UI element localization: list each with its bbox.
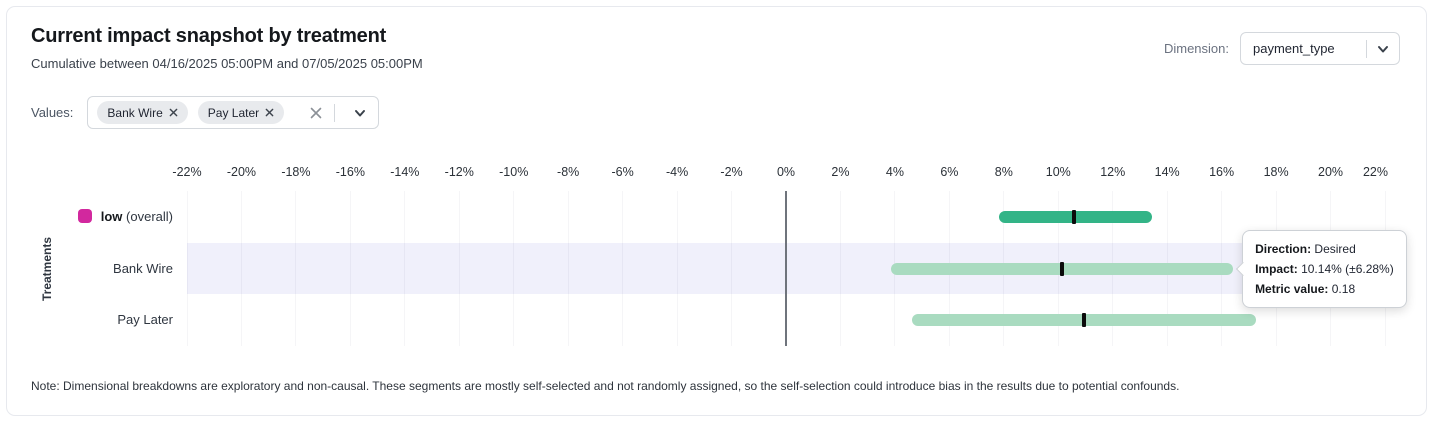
treatment-row-label: low (overall) (7, 208, 173, 225)
dimension-select[interactable]: payment_type (1240, 32, 1400, 65)
x-axis-tick-label: 16% (1209, 165, 1235, 179)
x-axis-tick-label: -12% (444, 165, 474, 179)
plot-area (186, 191, 1386, 346)
x-axis-tick-label: -18% (281, 165, 311, 179)
date-range-subtitle: Cumulative between 04/16/2025 05:00PM an… (31, 56, 423, 71)
gridline (240, 191, 242, 346)
select-divider (1366, 39, 1367, 58)
gridline (731, 191, 733, 346)
x-axis-tick-label: 12% (1100, 165, 1126, 179)
footnote: Note: Dimensional breakdowns are explora… (31, 379, 1180, 393)
x-axis-tick-label: 6% (940, 165, 959, 179)
chip-remove-icon[interactable] (265, 108, 274, 117)
gridline (349, 191, 351, 346)
value-chip-label: Pay Later (207, 105, 260, 120)
tooltip-row: Direction: Desired (1255, 241, 1356, 256)
x-axis-tick-label: 20% (1318, 165, 1344, 179)
gridline (458, 191, 460, 346)
gridline (404, 191, 406, 346)
dimension-label: Dimension: (1163, 41, 1229, 56)
page-title: Current impact snapshot by treatment (31, 25, 387, 47)
x-axis-tick-label: -4% (665, 165, 689, 179)
value-chip: Pay Later (197, 101, 285, 124)
dimension-selected-value: payment_type (1253, 41, 1335, 56)
value-chip: Bank Wire (97, 101, 188, 124)
impact-chart: Treatments -22% -20% -18% -16% -14% -12% -10% -… (7, 7, 1426, 415)
metric-legend-swatch (77, 208, 92, 223)
tooltip-row: Impact: 10.14% (±6.28%) (1255, 261, 1394, 276)
clear-all-icon[interactable] (308, 105, 324, 121)
gridline (513, 191, 515, 346)
values-filter-row: Values: Bank Wire Pay Later (31, 96, 380, 129)
x-axis-tick-label: -2% (720, 165, 743, 179)
row-labels: low (overall) Bank Wire Pay Later (7, 191, 173, 346)
tooltip-row: Metric value: 0.18 (1255, 281, 1356, 296)
gridline (295, 191, 297, 346)
impact-center-tick (1060, 261, 1065, 276)
values-label: Values: (31, 105, 74, 120)
impact-center-tick (1081, 313, 1086, 328)
x-axis-tick-label: 14% (1154, 165, 1180, 179)
x-axis-tick-label: 0% (776, 165, 796, 179)
value-chip-label: Bank Wire (107, 105, 163, 120)
x-axis-tick-label: -16% (335, 165, 365, 179)
treatment-row-label: Bank Wire (113, 260, 173, 276)
zero-axis-line (785, 191, 787, 346)
gridline (567, 191, 569, 346)
gridline (839, 191, 841, 346)
chip-remove-icon[interactable] (169, 108, 178, 117)
gridline (622, 191, 624, 346)
values-chevron-down-icon[interactable] (353, 106, 367, 120)
x-axis-tick-label: 4% (885, 165, 904, 179)
x-axis-tick-label: 10% (1045, 165, 1071, 179)
x-axis-tick-label: -20% (226, 165, 257, 179)
x-axis-tick-label: 22% (1362, 165, 1389, 179)
impact-center-tick (1071, 209, 1076, 224)
chevron-down-icon (1376, 42, 1390, 56)
x-axis-labels: -22% -20% -18% -16% -14% -12% -10% -8% -6% -4% -2%… (172, 165, 1389, 181)
x-axis-tick-label: 2% (831, 165, 850, 179)
values-divider (334, 103, 336, 122)
x-axis-tick-label: -14% (390, 165, 420, 179)
values-multiselect[interactable]: Bank Wire Pay Later (87, 96, 380, 129)
treatment-row-label: Pay Later (117, 312, 173, 328)
x-axis-tick-label: -8% (557, 165, 580, 179)
title-block: Current impact snapshot by treatment Cum… (31, 25, 423, 71)
x-axis-tick-label: 8% (994, 165, 1013, 179)
impact-snapshot-card: Current impact snapshot by treatment Cum… (6, 6, 1427, 416)
x-axis-tick-label: -10% (499, 165, 529, 179)
x-axis-tick-label: -22% (172, 165, 202, 179)
x-axis-tick-label: 18% (1263, 165, 1289, 179)
selected-value-chips: Bank Wire Pay Later (97, 101, 294, 124)
gridline (676, 191, 678, 346)
gridline (186, 191, 188, 346)
dimension-control: Dimension: payment_type (1164, 32, 1400, 65)
tooltip: Direction: Desired Impact: 10.14% (±6.28%… (1235, 229, 1407, 308)
x-axis-tick-label: -6% (611, 165, 634, 179)
